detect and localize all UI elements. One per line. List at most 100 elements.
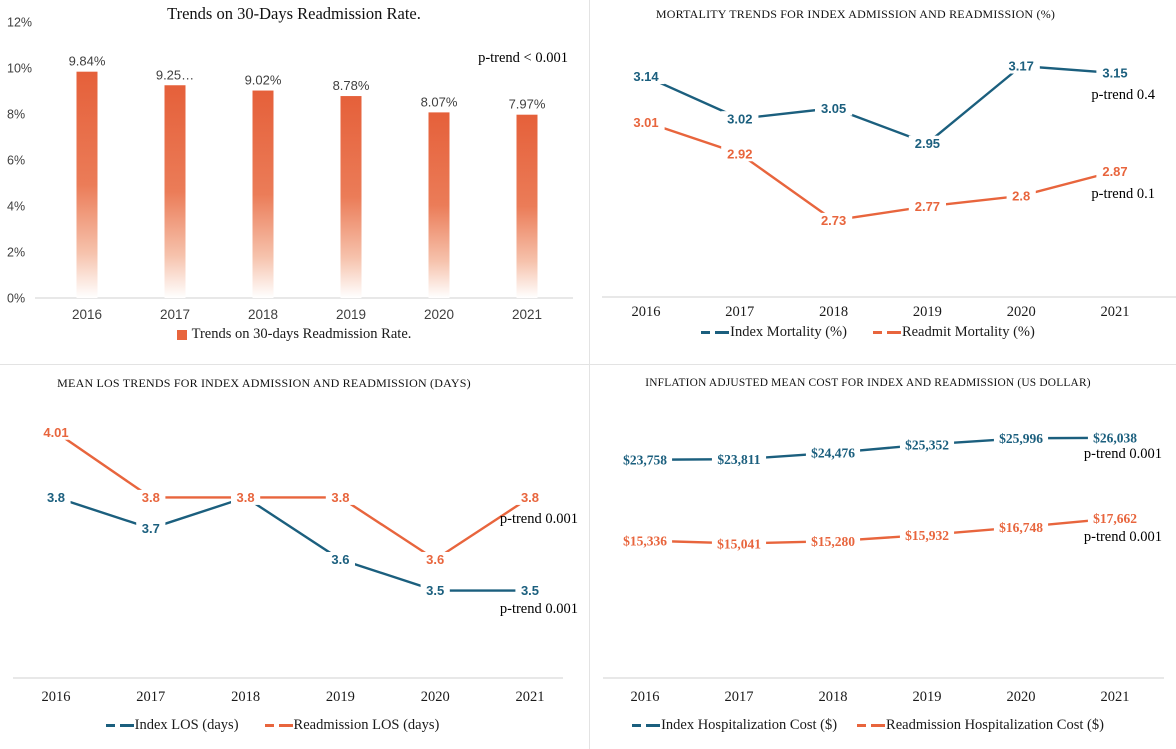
x-axis-year-label: 2020 bbox=[424, 307, 454, 322]
readmission-point-label: 4.01 bbox=[43, 425, 68, 440]
bar-2016 bbox=[76, 71, 98, 299]
x-axis-year-label: 2021 bbox=[1101, 304, 1130, 320]
label-knockout bbox=[899, 527, 955, 543]
readmission-point-label: $15,336 bbox=[623, 533, 667, 548]
label-knockout bbox=[1087, 430, 1143, 446]
p-trend-annotation-index: p-trend 0.4 bbox=[1091, 87, 1155, 103]
p-trend-annotation: p-trend < 0.001 bbox=[478, 50, 568, 66]
label-knockout bbox=[617, 452, 673, 468]
x-axis-year-label: 2021 bbox=[1101, 689, 1130, 705]
readmission-point-label: $16,748 bbox=[999, 520, 1043, 535]
index-point-label: $24,476 bbox=[811, 446, 855, 461]
index-los-series-marker bbox=[105, 724, 115, 727]
index-series-line bbox=[55, 496, 530, 592]
label-knockout bbox=[1096, 65, 1134, 81]
readmission-point-label: $17,662 bbox=[1093, 511, 1137, 526]
label-knockout bbox=[325, 551, 355, 567]
bar-2021 bbox=[516, 114, 538, 298]
index-point-label: $25,996 bbox=[999, 431, 1043, 446]
label-knockout bbox=[711, 535, 767, 551]
legend-item: Index Mortality (%) bbox=[701, 324, 847, 341]
label-knockout bbox=[627, 69, 665, 85]
mortality-line-chart-canvas: 2016 2017 2018 2019 2020 2021 3.14 3.02 3.05 2.95… bbox=[602, 58, 1176, 320]
x-axis-year-label: 2018 bbox=[231, 689, 260, 705]
index-cost-series-marker bbox=[632, 724, 642, 727]
panel-divider-vertical bbox=[589, 0, 590, 749]
readmission-rate-bar-chart-canvas: 0% 2% 4% 6% 8% 10% 12% 9.84% 2016 9.25… 2017 9.02% 2… bbox=[7, 16, 573, 322]
panel-divider-horizontal bbox=[0, 364, 1176, 365]
x-axis-year-label: 2019 bbox=[913, 689, 942, 705]
label-knockout bbox=[814, 100, 853, 116]
legend-item: Index Hospitalization Cost ($) bbox=[632, 717, 837, 734]
legend-label: Readmission Hospitalization Cost ($) bbox=[886, 717, 1104, 733]
readmission-los-series-marker bbox=[264, 724, 274, 727]
label-knockout bbox=[37, 424, 75, 440]
x-axis-year-label: 2018 bbox=[248, 307, 278, 322]
x-axis-year-label: 2020 bbox=[421, 689, 450, 705]
chart-title: INFLATION ADJUSTED MEAN COST FOR INDEX A… bbox=[645, 377, 1091, 389]
label-knockout bbox=[711, 451, 767, 467]
index-point-label: 3.14 bbox=[633, 69, 659, 84]
legend-label: Index LOS (days) bbox=[134, 717, 239, 733]
legend-item: Readmission Hospitalization Cost ($) bbox=[857, 717, 1104, 734]
index-point-label: 3.8 bbox=[47, 490, 65, 505]
readmit-point-label: 2.73 bbox=[821, 213, 846, 228]
x-axis-year-label: 2021 bbox=[512, 307, 542, 322]
label-knockout bbox=[136, 489, 166, 505]
y-axis-tick: 8% bbox=[7, 108, 25, 122]
cost-line-chart-panel: 2016 2017 2018 2019 2020 2021 $23,758 $23,811 $2… bbox=[588, 365, 1176, 749]
mortality-line-chart-panel: 2016 2017 2018 2019 2020 2021 3.14 3.02 3.05 2.95… bbox=[588, 0, 1176, 365]
bar-2017 bbox=[164, 85, 186, 298]
label-knockout bbox=[617, 533, 673, 549]
readmission-point-label: 3.6 bbox=[426, 552, 444, 567]
label-knockout bbox=[908, 135, 947, 151]
legend-label: Index Hospitalization Cost ($) bbox=[661, 717, 838, 733]
label-knockout bbox=[993, 519, 1049, 535]
index-point-label: $23,758 bbox=[623, 453, 667, 468]
bar-value-label: 8.78% bbox=[333, 78, 370, 93]
bar-2018 bbox=[252, 90, 274, 298]
readmission-point-label: $15,932 bbox=[905, 528, 949, 543]
x-axis-year-label: 2019 bbox=[913, 304, 942, 320]
index-point-label: 3.5 bbox=[426, 583, 444, 598]
x-axis-year-label: 2017 bbox=[725, 689, 754, 705]
label-knockout bbox=[805, 533, 861, 549]
bar-value-label: 7.97% bbox=[509, 97, 546, 112]
legend-item: Trends on 30-days Readmission Rate. bbox=[176, 326, 411, 343]
label-knockout bbox=[721, 111, 759, 127]
legend-item: Readmission LOS (days) bbox=[264, 717, 439, 734]
readmission-point-label: 3.8 bbox=[237, 490, 255, 505]
readmission-rate-bar-chart-panel: 0% 2% 4% 6% 8% 10% 12% 9.84% 2016 9.25… 2017 9.02% 2… bbox=[0, 0, 588, 365]
x-axis-year-label: 2017 bbox=[725, 304, 754, 320]
readmission-point-label: 3.8 bbox=[331, 490, 349, 505]
bar-2020 bbox=[428, 112, 450, 298]
legend-item: Readmit Mortality (%) bbox=[872, 324, 1035, 341]
chart-legend: Index Hospitalization Cost ($) Readmissi… bbox=[588, 717, 1148, 734]
chart-title: MORTALITY TRENDS FOR INDEX ADMISSION AND… bbox=[655, 7, 1056, 21]
p-trend-annotation-readmission: p-trend 0.001 bbox=[1083, 529, 1162, 545]
bar-value-label: 9.84% bbox=[69, 54, 106, 69]
readmit-point-label: 2.77 bbox=[915, 199, 940, 214]
chart-title: MEAN LOS TRENDS FOR INDEX ADMISSION AND … bbox=[57, 376, 471, 390]
label-knockout bbox=[814, 212, 853, 228]
x-axis-year-label: 2017 bbox=[136, 689, 165, 705]
readmission-rate-series-swatch bbox=[176, 329, 187, 340]
label-knockout bbox=[325, 489, 355, 505]
index-point-label: 3.02 bbox=[727, 111, 752, 126]
bar-value-label: 8.07% bbox=[421, 94, 458, 109]
x-axis-year-label: 2019 bbox=[326, 689, 355, 705]
x-axis-year-label: 2020 bbox=[1007, 689, 1036, 705]
cost-line-chart-canvas: 2016 2017 2018 2019 2020 2021 $23,758 $23,811 $2… bbox=[603, 430, 1164, 705]
index-point-label: $23,811 bbox=[717, 452, 760, 467]
index-point-label: 2.95 bbox=[915, 136, 940, 151]
readmit-mortality-series-marker bbox=[872, 331, 882, 334]
legend-item: Index LOS (days) bbox=[105, 717, 239, 734]
index-point-label: $26,038 bbox=[1093, 431, 1137, 446]
label-knockout bbox=[515, 489, 545, 505]
label-knockout bbox=[515, 583, 545, 599]
label-knockout bbox=[41, 489, 71, 505]
x-axis-year-label: 2021 bbox=[516, 689, 545, 705]
bar-value-label: 9.02% bbox=[245, 73, 282, 88]
label-knockout bbox=[420, 583, 450, 599]
index-point-label: 3.15 bbox=[1102, 66, 1127, 81]
